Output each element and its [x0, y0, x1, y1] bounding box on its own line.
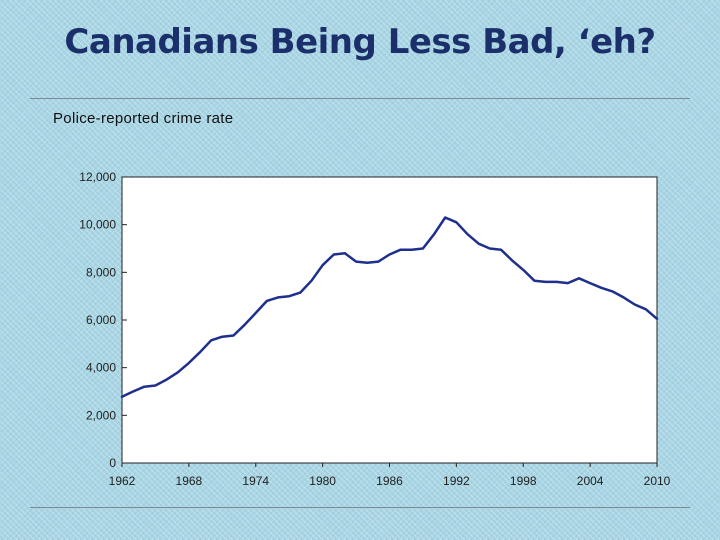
y-tick-label: 8,000 [86, 265, 116, 279]
x-tick-label: 1980 [309, 474, 336, 488]
x-tick-label: 2004 [577, 474, 604, 488]
plot-area [121, 176, 658, 464]
slide-title: Canadians Being Less Bad, ‘eh? [64, 22, 656, 62]
y-tick-label: 6,000 [86, 313, 116, 327]
crime-rate-line [120, 216, 659, 398]
x-tick-label: 1974 [242, 474, 269, 488]
y-tick-label: 2,000 [86, 408, 116, 422]
x-tick-label: 2010 [644, 474, 671, 488]
x-tick-label: 1968 [176, 474, 203, 488]
x-tick-label: 1986 [376, 474, 403, 488]
chart-title: Police-reported crime rate [53, 110, 234, 127]
y-tick-label: 12,000 [79, 170, 116, 184]
x-tick-label: 1992 [443, 474, 470, 488]
y-tick-label: 0 [109, 456, 116, 470]
y-tick-label: 4,000 [86, 361, 116, 375]
x-tick-label: 1962 [109, 474, 136, 488]
y-axis: 0 2,000 4,000 6,000 8,000 10,000 12,000 [79, 170, 127, 470]
top-divider [30, 98, 690, 99]
x-tick-label: 1998 [510, 474, 537, 488]
bottom-divider [30, 507, 690, 508]
x-axis: 1962 1968 1974 1980 1986 1992 1998 2004 2010 [109, 463, 671, 488]
y-tick-label: 10,000 [79, 218, 116, 232]
